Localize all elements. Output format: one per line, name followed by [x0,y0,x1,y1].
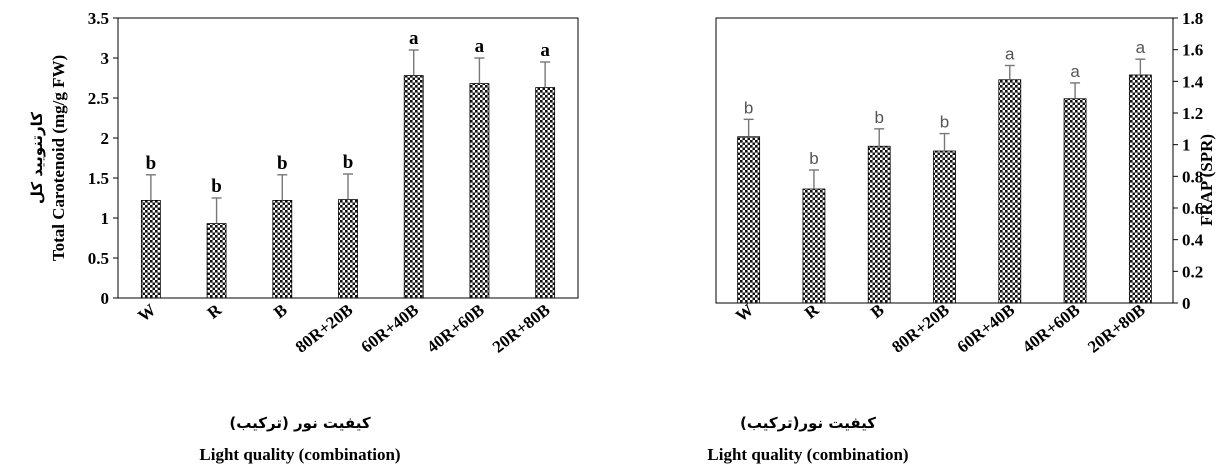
y-tick-label: 3 [101,49,110,68]
y-tick-label: 2.5 [88,89,109,108]
bar [338,199,358,299]
y-axis-label-persian: کارتنویید کل [28,112,46,204]
x-axis-label: Light quality (combination) [199,445,400,464]
significance-label: b [343,152,354,173]
bar [867,145,891,304]
category-labels: W R B 80R+20B 60R+40B 40R+60B 20R+80B [732,300,1149,357]
significance-label: b [940,113,949,132]
bar [535,87,556,299]
category-label: 80R+20B [292,300,357,356]
bar [140,199,161,299]
bar [206,223,227,299]
significance-label: b [277,153,288,174]
bar [1063,98,1087,304]
bars: b b b b a a a [140,28,556,299]
y-tick-label: 3.5 [88,9,109,28]
significance-label: b [809,149,818,168]
y-tick-label: 0.5 [88,249,109,268]
frap-chart: 0 0.2 0.4 0.6 0.8 1 1.2 1.4 1.6 1.8 b b b b a a a W R B 80… [707,9,1216,464]
significance-label: b [874,108,883,127]
y-tick-label: 1.5 [88,169,109,188]
significance-label: b [211,176,222,197]
bar [998,79,1022,304]
y-tick-label: 1.8 [1182,9,1203,28]
category-label: 60R+40B [357,300,422,356]
y-axis-ticks: 0 0.2 0.4 0.6 0.8 1 1.2 1.4 1.6 1.8 [1173,9,1204,313]
y-axis-ticks: 0 0.5 1 1.5 2 2.5 3 3.5 [88,9,118,308]
bar [469,83,490,299]
x-axis-label: Light quality (combination) [707,445,908,464]
significance-label: a [1136,38,1146,57]
y-tick-label: 0 [1182,294,1191,313]
y-tick-label: 1.6 [1182,41,1203,60]
x-axis-label-persian: کیفیت نور (ترکیب) [229,414,370,432]
bar [1128,74,1152,304]
y-axis-label: Total Carotenoid (mg/g FW) [49,55,68,261]
y-tick-label: 0 [101,289,110,308]
significance-label: a [409,28,419,49]
bar [737,136,761,304]
significance-label: a [1070,62,1080,81]
category-label: W [134,300,159,325]
category-label: B [270,300,291,322]
y-tick-label: 0.2 [1182,262,1203,281]
y-tick-label: 2 [101,129,110,148]
significance-label: a [1005,45,1015,64]
category-label: 80R+20B [888,300,953,356]
category-label: 40R+60B [1019,300,1084,356]
carotenoid-chart: 0 0.5 1 1.5 2 2.5 3 3.5 b b b b a a a W R B 80R+20B 60R+4… [28,9,579,464]
y-tick-label: 1 [101,209,110,228]
bar [802,188,826,304]
y-tick-label: 1 [1182,136,1191,155]
significance-label: b [744,98,753,117]
category-label: 20R+80B [1084,300,1149,356]
bars: b b b b a a a [737,38,1152,304]
y-axis-label: FRAP (SPR) [1197,134,1216,226]
y-tick-label: 0.4 [1182,231,1204,250]
bar [403,75,424,299]
y-tick-label: 1.4 [1182,72,1204,91]
category-label: W [732,300,757,325]
y-tick-label: 0.6 [1182,199,1203,218]
significance-label: b [146,153,157,174]
category-labels: W R B 80R+20B 60R+40B 40R+60B 20R+80B [134,300,553,357]
category-label: 40R+60B [423,300,488,356]
significance-label: a [475,36,485,57]
category-label: 20R+80B [489,300,554,356]
x-axis-label-persian: کیفیت نور(ترکیب) [740,414,876,432]
category-label: R [204,300,226,323]
bar [933,150,956,304]
bar [272,199,293,299]
y-tick-label: 0.8 [1182,167,1203,186]
category-label: 60R+40B [954,300,1019,356]
y-tick-label: 1.2 [1182,104,1203,123]
significance-label: a [540,40,550,61]
